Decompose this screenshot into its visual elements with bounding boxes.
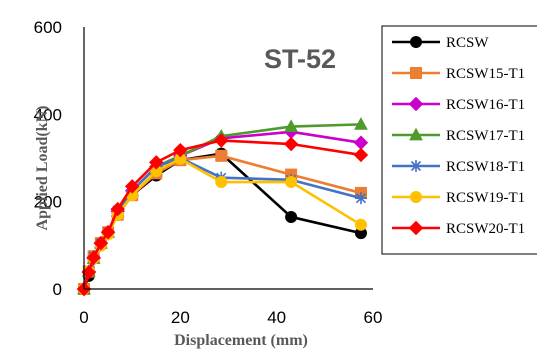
legend-item: RCSW17-T1 — [392, 127, 525, 144]
y-tick-label: 600 — [34, 18, 62, 37]
data-point — [124, 179, 140, 194]
y-tick-label: 400 — [34, 105, 62, 124]
legend-label: RCSW20-T1 — [446, 221, 525, 237]
x-axis-label: Displacement (mm) — [174, 332, 308, 349]
data-point — [353, 147, 369, 163]
legend-label: RCSW15-T1 — [446, 66, 525, 82]
legend-marker — [409, 127, 423, 141]
legend: RCSW RCSW15-T1 RCSW16-T1 RCSW17-T1 RCSW18-T1… — [381, 25, 537, 255]
chart-title: ST-52 — [264, 44, 336, 74]
axes — [83, 27, 373, 290]
legend-marker — [410, 67, 422, 79]
y-tick-label: 0 — [53, 280, 62, 299]
legend-item: RCSW20-T1 — [392, 220, 525, 237]
series-RCSW — [78, 147, 367, 295]
data-point — [215, 149, 228, 162]
data-point — [354, 117, 368, 130]
plot-area — [76, 117, 369, 297]
legend-marker — [408, 96, 424, 112]
legend-item: RCSW16-T1 — [392, 96, 525, 113]
x-tick-label: 60 — [364, 308, 383, 327]
legend-marker — [408, 220, 424, 236]
data-point — [214, 133, 229, 148]
data-point — [284, 119, 299, 132]
data-point — [174, 152, 187, 165]
legend-label: RCSW18-T1 — [446, 159, 525, 175]
data-point — [283, 136, 299, 152]
data-point — [93, 235, 109, 251]
x-tick-label: 20 — [171, 308, 190, 327]
series-line — [82, 139, 362, 290]
data-point — [354, 218, 367, 231]
data-point — [149, 155, 164, 170]
data-point — [150, 165, 163, 178]
data-point — [354, 192, 367, 205]
data-point — [81, 265, 97, 280]
series-line — [82, 152, 362, 290]
data-point — [215, 176, 228, 189]
y-tick-label: 200 — [34, 193, 62, 212]
data-point — [354, 227, 367, 240]
data-point — [173, 142, 188, 158]
data-point — [86, 250, 101, 265]
legend-item: RCSW19-T1 — [392, 190, 525, 206]
legend-item: RCSW18-T1 — [392, 159, 525, 175]
legend-marker — [410, 191, 422, 203]
series-RCSW15-T1 — [78, 149, 367, 295]
legend-label: RCSW — [446, 35, 489, 51]
data-point — [285, 176, 298, 189]
legend-marker — [410, 160, 422, 172]
data-point — [100, 225, 116, 240]
legend-item: RCSW — [392, 35, 489, 51]
data-point — [110, 201, 125, 217]
legend-item: RCSW15-T1 — [392, 66, 525, 82]
legend-label: RCSW17-T1 — [446, 128, 525, 144]
legend-box — [381, 25, 537, 255]
legend-label: RCSW19-T1 — [446, 190, 525, 206]
legend-label: RCSW16-T1 — [446, 97, 525, 113]
x-tick-label: 40 — [267, 308, 286, 327]
x-tick-label: 0 — [79, 308, 88, 327]
y-axis-label: Applied Load(kN) — [34, 106, 51, 231]
legend-marker — [410, 36, 422, 48]
data-point — [285, 210, 298, 223]
data-point — [353, 135, 369, 150]
